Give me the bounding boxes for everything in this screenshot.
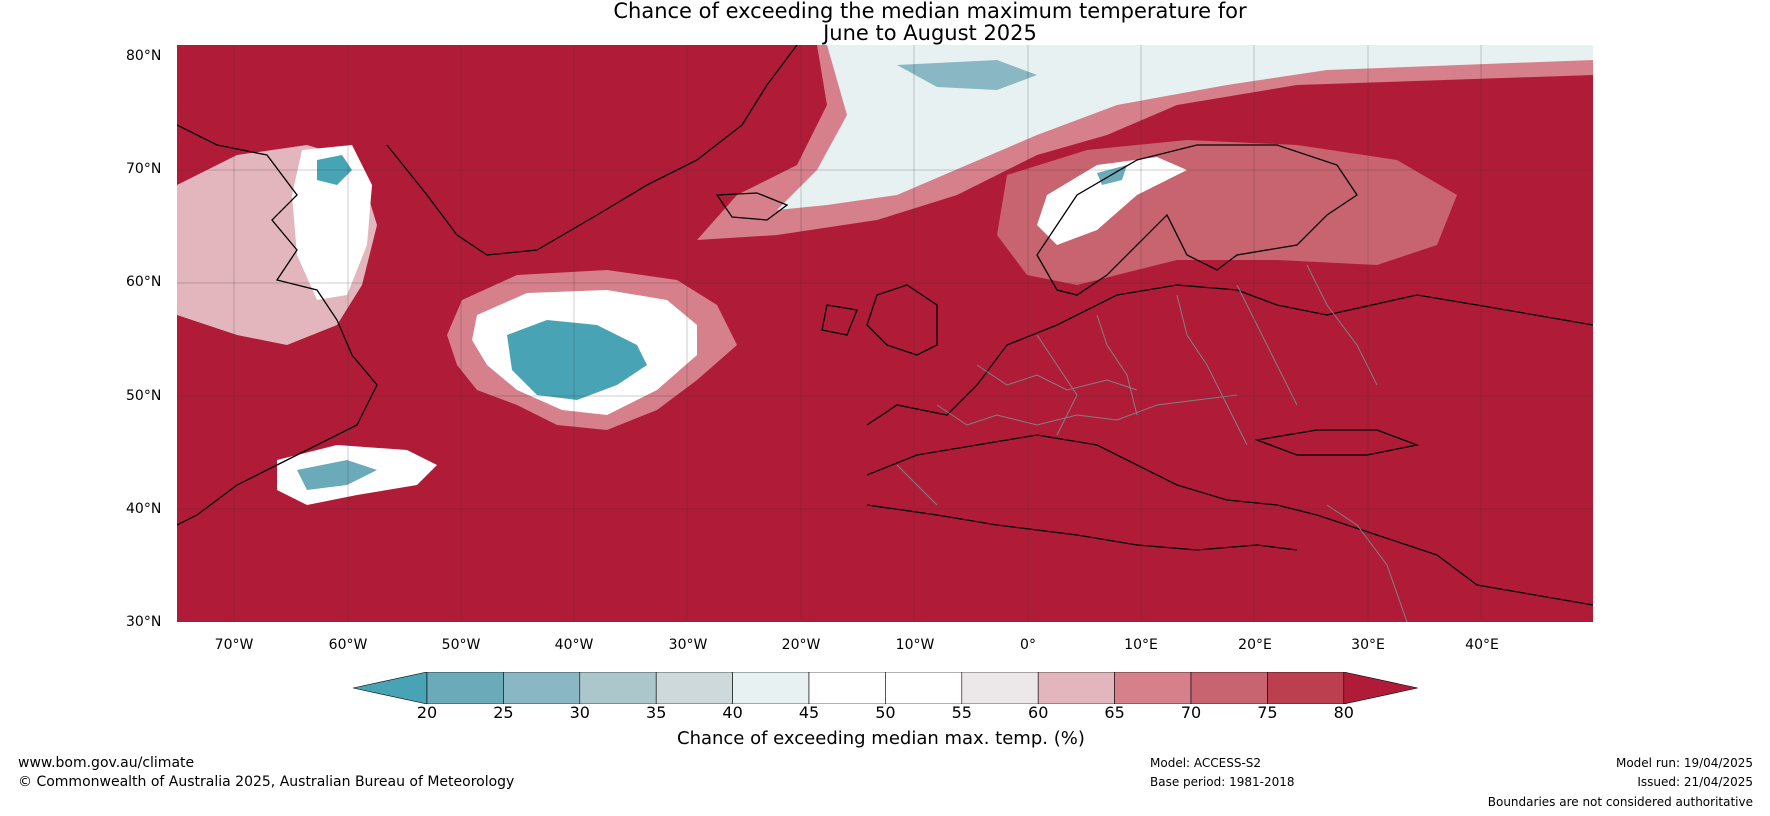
colorbar-segment-40-45 xyxy=(732,672,810,704)
lon-label-40e: 40°E xyxy=(1465,637,1499,653)
zone-baffin-white xyxy=(292,145,372,300)
colorbar-segment-45-50 xyxy=(808,672,886,704)
colorbar-tick-55: 55 xyxy=(951,703,972,722)
lon-label-40w: 40°W xyxy=(554,637,594,653)
coastlines xyxy=(177,45,1593,606)
colorbar-tick-50: 50 xyxy=(875,703,896,722)
colorbar-segment-70-75 xyxy=(1190,672,1268,704)
copyright-text: © Commonwealth of Australia 2025, Austra… xyxy=(18,774,515,790)
colorbar-segment-50-55 xyxy=(885,672,963,704)
lat-label-60n: 60°N xyxy=(126,274,162,290)
lon-label-70w: 70°W xyxy=(214,637,254,653)
boundary-disclaimer: Boundaries are not considered authoritat… xyxy=(1487,795,1753,809)
bom-url: www.bom.gov.au/climate xyxy=(18,755,195,771)
colorbar-label: Chance of exceeding median max. temp. (%… xyxy=(677,728,1085,749)
lat-label-30n: 30°N xyxy=(126,614,162,630)
colorbar-segment-60-65 xyxy=(1037,672,1115,704)
colorbar-tick-70: 70 xyxy=(1180,703,1202,722)
colorbar-segment-30-35 xyxy=(579,672,657,704)
colorbar-tick-25: 25 xyxy=(493,703,514,722)
colorbar-segment-35-40 xyxy=(655,672,733,704)
zone-scandinavia-white xyxy=(1037,157,1187,245)
colorbar-tick-20: 20 xyxy=(416,703,438,722)
zone-atlantic-blue xyxy=(507,320,647,400)
lon-label-60w: 60°W xyxy=(328,637,368,653)
colorbar-segment-65-70 xyxy=(1114,672,1192,704)
chart-title-line-2: June to August 2025 xyxy=(823,21,1037,45)
lon-label-50w: 50°W xyxy=(441,637,481,653)
model-name: Model: ACCESS-S2 xyxy=(1150,756,1262,770)
colorbar-segment-75-80 xyxy=(1267,672,1345,704)
lat-label-80n: 80°N xyxy=(126,48,162,64)
base-period: Base period: 1981-2018 xyxy=(1150,775,1295,789)
colorbar-extension-high xyxy=(1343,672,1418,704)
colorbar-tick-35: 35 xyxy=(646,703,667,722)
colorbar-tick-40: 40 xyxy=(722,703,743,722)
colorbar-tick-80: 80 xyxy=(1333,703,1354,722)
lon-label-10w: 10°W xyxy=(895,637,935,653)
lon-label-0: 0° xyxy=(1020,637,1036,653)
colorbar-segment-25-30 xyxy=(503,672,581,704)
lon-label-20e: 20°E xyxy=(1238,637,1272,653)
chart-title-line-1: Chance of exceeding the median maximum t… xyxy=(613,0,1247,23)
map-panel xyxy=(177,45,1593,622)
lon-label-20w: 20°W xyxy=(781,637,821,653)
colorbar xyxy=(353,672,1418,704)
lat-label-40n: 40°N xyxy=(126,501,162,517)
country-borders xyxy=(896,264,1408,622)
forecast-map xyxy=(177,45,1593,622)
probability-contours xyxy=(177,45,1593,505)
colorbar-segment-20-25 xyxy=(426,672,504,704)
lat-label-50n: 50°N xyxy=(126,388,162,404)
colorbar-segment-55-60 xyxy=(961,672,1039,704)
colorbar-tick-65: 65 xyxy=(1104,703,1125,722)
zone-greenland-sea-blue xyxy=(897,60,1037,90)
lat-label-70n: 70°N xyxy=(126,161,162,177)
colorbar-segments xyxy=(353,672,1418,704)
colorbar-tick-60: 60 xyxy=(1028,703,1049,722)
lon-label-30w: 30°W xyxy=(668,637,708,653)
graticule xyxy=(177,45,1593,622)
model-run-date: Model run: 19/04/2025 xyxy=(1615,756,1753,770)
lon-label-10e: 10°E xyxy=(1124,637,1158,653)
colorbar-tick-45: 45 xyxy=(798,703,820,722)
zone-nw-atlantic-blue xyxy=(297,460,377,490)
colorbar-extension-low xyxy=(353,672,428,704)
colorbar-tick-30: 30 xyxy=(569,703,590,722)
colorbar-tick-75: 75 xyxy=(1257,703,1278,722)
lon-label-30e: 30°E xyxy=(1351,637,1385,653)
issued-date: Issued: 21/04/2025 xyxy=(1637,775,1753,789)
